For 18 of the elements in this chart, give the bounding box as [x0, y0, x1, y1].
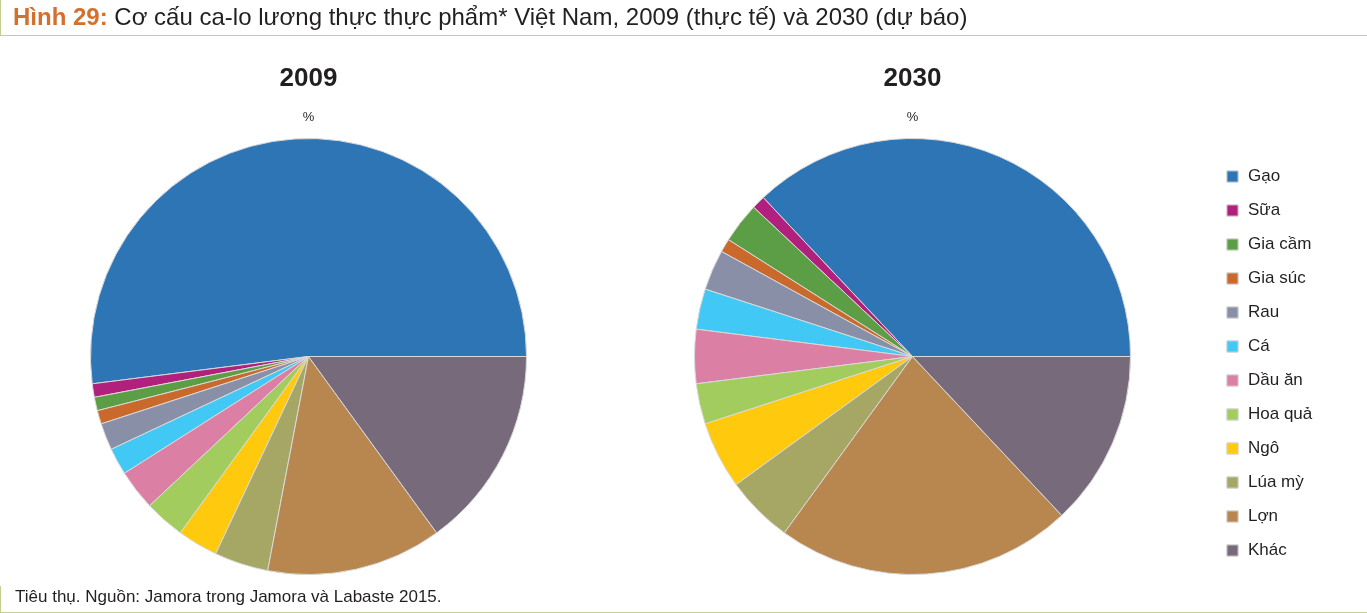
- text: Tiêu thụ. Nguồn: Jamora trong Jamora và Labaste 2015.: [15, 586, 442, 608]
- legend-label: Dầu ăn: [1248, 370, 1303, 390]
- legend-label: Gia súc: [1248, 268, 1306, 288]
- legend-label: Gạo: [1248, 166, 1281, 186]
- legend-label: Cá: [1248, 336, 1270, 356]
- legend-label: Ngô: [1248, 438, 1280, 458]
- legend-label: Hoa quả: [1248, 404, 1313, 424]
- legend-label: Sữa: [1248, 200, 1281, 220]
- legend-label: Khác: [1248, 540, 1287, 560]
- text: %: [302, 109, 315, 124]
- slice-label: 2009: [279, 61, 338, 92]
- chart-title: Hình 29: Cơ cấu ca-lo lương thực thực phẩm* Việt Nam, 2009 (thực tế) và 2030 (dự báo): [13, 2, 968, 32]
- legend-label: Lúa mỳ: [1248, 472, 1304, 492]
- text: %: [906, 109, 919, 124]
- legend-label: Lợn: [1248, 506, 1279, 526]
- legend-label: Gia cầm: [1248, 234, 1312, 254]
- slice-label: 2030: [883, 61, 942, 92]
- legend-label: Rau: [1248, 302, 1280, 322]
